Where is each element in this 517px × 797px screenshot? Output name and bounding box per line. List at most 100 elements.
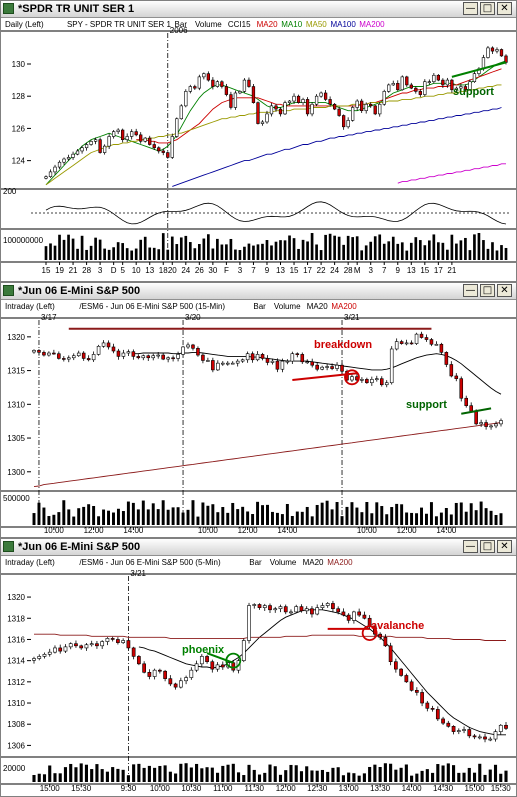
volume-bar: [482, 240, 485, 260]
series-line-ma50: [45, 84, 502, 186]
volume-bar: [112, 247, 115, 260]
candle-body: [57, 161, 62, 168]
volume-bar: [279, 240, 282, 260]
candle-body: [287, 100, 292, 103]
volume-bar: [425, 513, 428, 525]
volume-bar: [504, 247, 508, 260]
chart-window-spy-daily[interactable]: *SPDR TR UNIT SER 1 — □ ✕ Daily (Left) SP…: [0, 0, 517, 282]
volume-bar: [205, 767, 209, 782]
candle-body: [414, 333, 419, 344]
volume-bar: [346, 235, 350, 260]
volume-bar: [345, 506, 349, 525]
volume-bar: [315, 244, 318, 260]
candle-body: [166, 357, 170, 360]
chart-area-es-15min[interactable]: Intraday (Left) /ESM6 - Jun 06 E-Mini S&P…: [1, 300, 516, 537]
minimize-icon[interactable]: —: [463, 2, 478, 15]
candle-body: [275, 360, 280, 370]
candle-body: [314, 95, 319, 105]
lower-panel-label: 20000: [3, 764, 26, 773]
candle-body: [76, 352, 81, 357]
minimize-icon[interactable]: —: [463, 284, 478, 297]
candle-body: [58, 647, 63, 652]
candle-body: [139, 134, 143, 142]
volume-bar: [179, 237, 183, 260]
volume-bar: [378, 234, 382, 260]
x-tick-label: 17: [303, 266, 312, 275]
volume-bar: [355, 236, 359, 260]
volume-bar: [368, 766, 372, 782]
volume-bar: [49, 243, 52, 260]
volume-bar: [85, 249, 88, 260]
candle-body: [250, 353, 255, 361]
y-tick-label: 1314: [7, 657, 25, 666]
volume-bar: [290, 515, 294, 525]
candle-body: [278, 606, 283, 610]
candle-body: [75, 150, 80, 155]
candle-body: [196, 348, 200, 356]
x-tick-label: 11:00: [213, 784, 233, 793]
candle-body: [84, 144, 89, 149]
legend-entry: MA10: [281, 20, 302, 29]
candle-body: [499, 49, 504, 57]
trend-line: [461, 407, 492, 415]
candle-body: [205, 656, 209, 663]
volume-bar: [181, 512, 185, 525]
volume-bar: [340, 516, 344, 525]
candle-body: [186, 344, 190, 348]
volume-bar: [495, 250, 499, 260]
candle-body: [86, 358, 91, 361]
candle-body: [95, 643, 99, 647]
candle-body: [216, 362, 220, 371]
volume-bar: [98, 239, 102, 260]
volume-bar: [152, 247, 156, 260]
volume-bar: [500, 245, 503, 260]
volume-bar: [121, 243, 125, 260]
volume-bar: [469, 503, 473, 525]
volume-bar: [479, 501, 483, 525]
candle-body: [498, 724, 503, 732]
chart-annotation: support: [406, 399, 447, 411]
candle-body: [396, 83, 400, 91]
y-tick-label: 130: [12, 60, 26, 69]
candle-body: [179, 105, 183, 120]
candle-body: [445, 79, 450, 86]
candle-body: [269, 105, 274, 115]
candle-body: [420, 692, 424, 704]
window-titlebar[interactable]: *Jun 06 E-Mini S&P 500 — □ ✕: [1, 539, 516, 556]
volume-bar: [202, 238, 206, 260]
volume-bar: [331, 767, 335, 782]
candle-body: [47, 352, 51, 356]
volume-bar: [499, 513, 503, 525]
volume-bar: [270, 245, 273, 260]
candle-body: [215, 81, 220, 87]
volume-bar: [82, 506, 86, 525]
candle-body: [126, 351, 131, 354]
candle-body: [346, 120, 350, 128]
chart-annotation: phoenix: [182, 644, 225, 656]
candle-body: [245, 353, 250, 361]
chart-area-es-5min[interactable]: Intraday (Left) /ESM6 - Jun 06 E-Mini S&P…: [1, 556, 516, 796]
close-icon[interactable]: ✕: [497, 284, 512, 297]
candle-body: [378, 633, 382, 638]
volume-bar: [32, 774, 36, 782]
volume-bar: [328, 233, 332, 260]
window-titlebar[interactable]: *SPDR TR UNIT SER 1 — □ ✕: [1, 1, 516, 18]
volume-bar: [446, 249, 449, 260]
candle-body: [100, 641, 105, 647]
candle-body: [459, 378, 464, 399]
window-titlebar[interactable]: *Jun 06 E-Mini S&P 500 — □ ✕: [1, 283, 516, 300]
maximize-icon[interactable]: □: [480, 2, 495, 15]
close-icon[interactable]: ✕: [497, 2, 512, 15]
chart-window-es-5min[interactable]: *Jun 06 E-Mini S&P 500 — □ ✕ Intraday (L…: [0, 538, 517, 797]
candle-body: [57, 353, 61, 359]
maximize-icon[interactable]: □: [480, 284, 495, 297]
volume-bar: [247, 243, 251, 260]
chart-area-spy-daily[interactable]: Daily (Left) SPY - SPDR TR UNIT SER 1 Bar V…: [1, 18, 516, 281]
maximize-icon[interactable]: □: [480, 540, 495, 553]
chart-window-es-15min[interactable]: *Jun 06 E-Mini S&P 500 — □ ✕ Intraday (L…: [0, 282, 517, 538]
legend-entry: MA200: [327, 558, 353, 567]
close-icon[interactable]: ✕: [497, 540, 512, 553]
minimize-icon[interactable]: —: [463, 540, 478, 553]
volume-bar: [62, 500, 66, 525]
candle-body: [379, 378, 384, 386]
